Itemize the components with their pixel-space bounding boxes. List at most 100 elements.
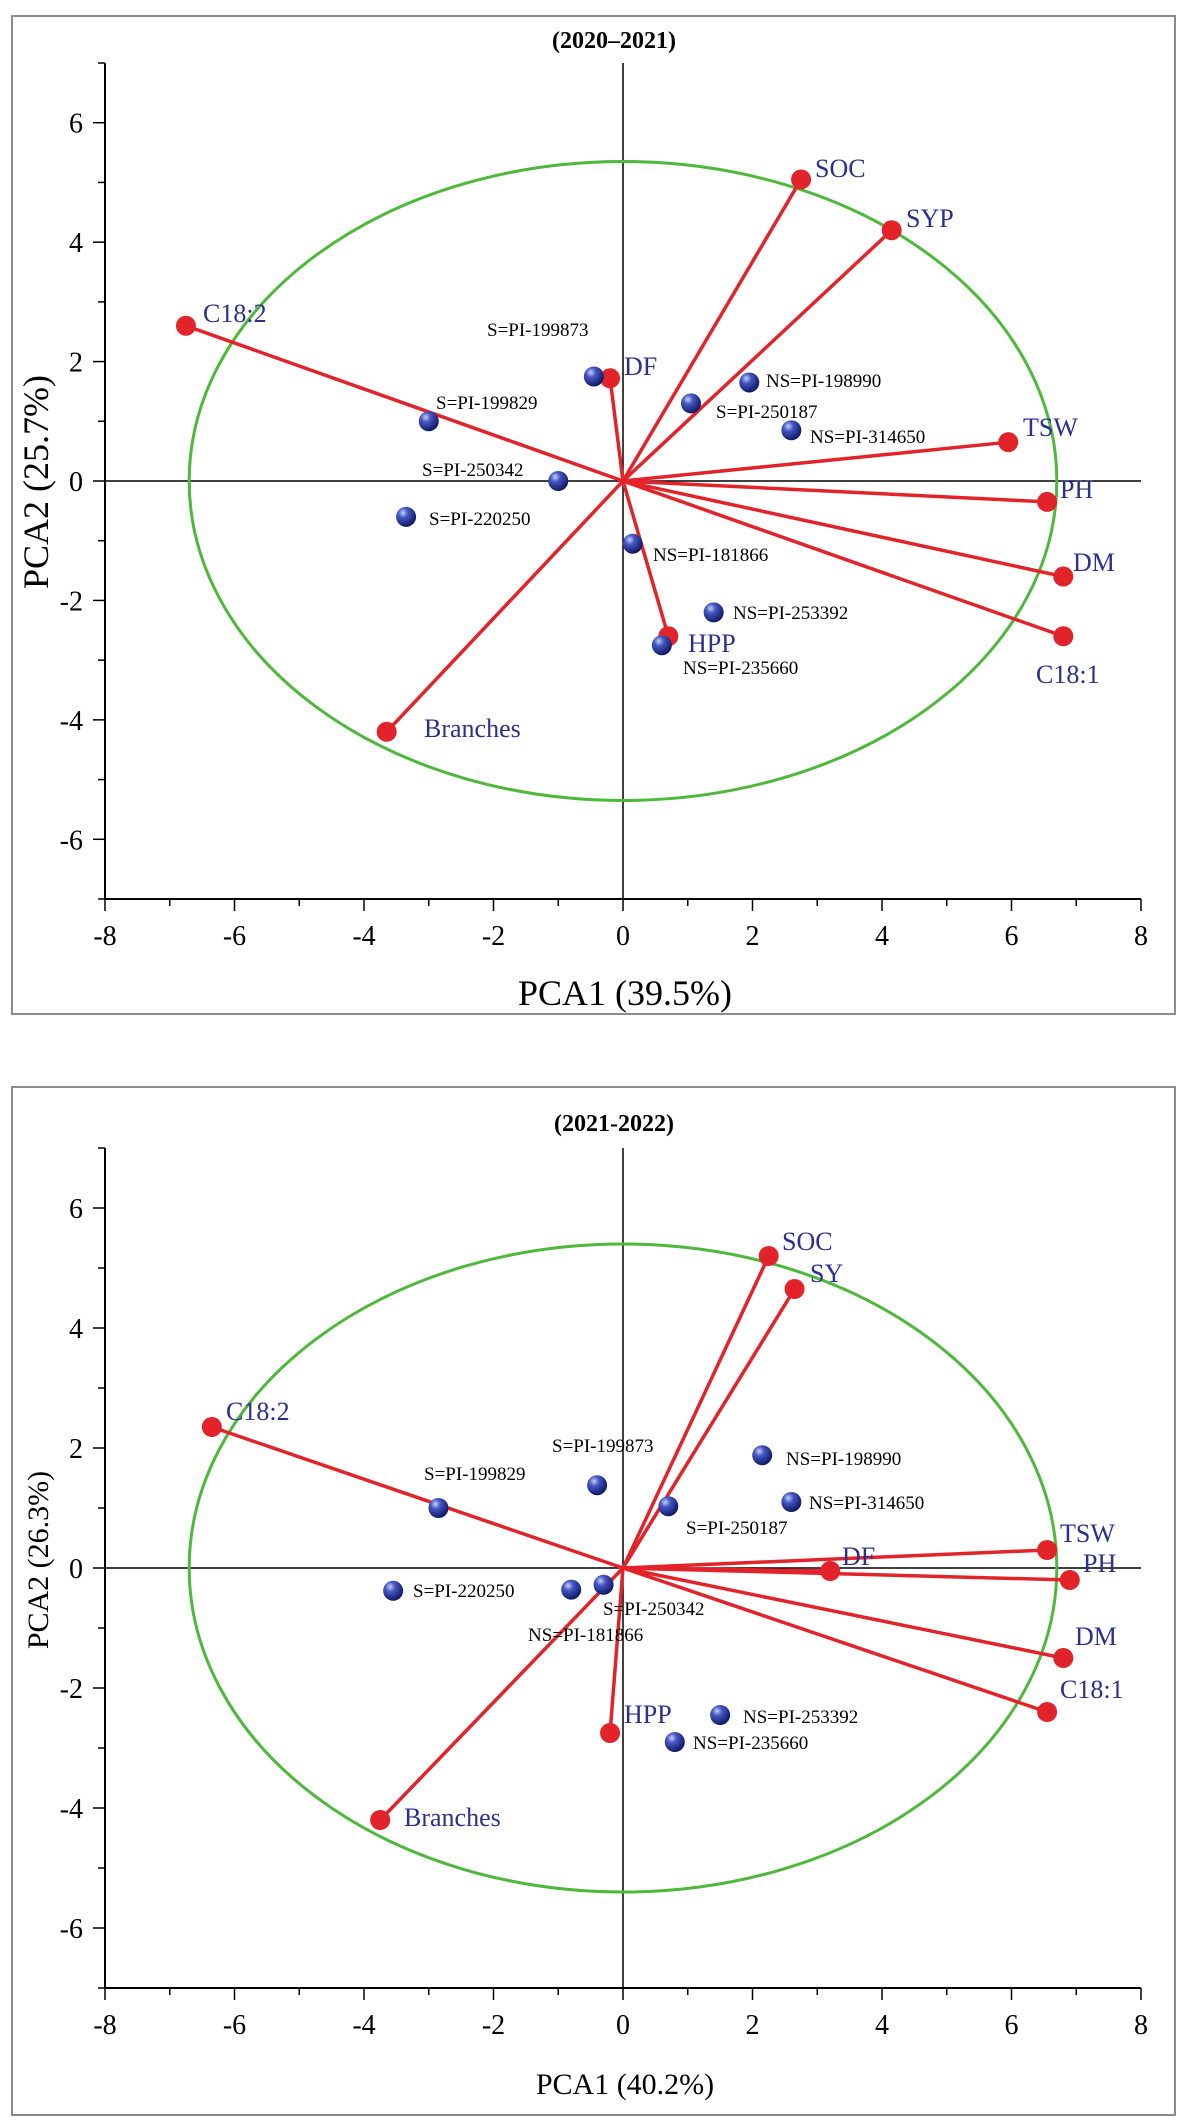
genotype-label: S=PI-199873 (487, 320, 589, 341)
variable-label: C18:2 (203, 299, 267, 328)
variable-label: DM (1075, 1622, 1117, 1651)
vector-sy (621, 1288, 797, 1569)
correlation-circle (187, 160, 1059, 802)
variable-label: SYP (906, 204, 954, 233)
genotype-point (781, 1492, 802, 1512)
x-tick-label: -4 (352, 2010, 375, 2041)
variable-label: DF (624, 352, 657, 381)
variable-point (1037, 491, 1058, 512)
genotype-point (658, 1496, 679, 1517)
y-tick-label: 6 (69, 1194, 83, 1225)
vector-ph (622, 479, 1048, 504)
genotype-point (418, 411, 439, 432)
vector-syp (621, 228, 893, 483)
y-tick-label: 2 (69, 348, 83, 379)
y-tick-label: -4 (60, 706, 83, 737)
genotype-point (622, 533, 643, 554)
x-tick-label: 2 (746, 921, 760, 952)
x-tick-label: 4 (875, 921, 889, 952)
genotype-point (548, 471, 569, 491)
y-tick-label: -2 (60, 586, 83, 617)
y-tick-label: -4 (60, 1794, 83, 1825)
genotype-point (383, 1580, 404, 1601)
genotype-point (561, 1579, 582, 1600)
variable-label: Branches (424, 714, 521, 743)
variable-point (1053, 626, 1074, 647)
x-tick-label: -2 (482, 2010, 505, 2041)
vector-hpp (621, 480, 671, 637)
variable-point (758, 1246, 779, 1266)
variable-labels: SOC SYP C18:2 DF TSW PH DM C18:1 HPP Bra… (203, 154, 1115, 743)
vector-tsw (622, 440, 1009, 483)
variable-point (175, 315, 196, 336)
variable-point (820, 1561, 841, 1581)
genotype-point (781, 420, 802, 441)
genotype-label: S=PI-199829 (436, 393, 538, 414)
x-tick-label: -4 (352, 921, 375, 952)
genotype-point (428, 1498, 449, 1518)
vector-soc (621, 178, 803, 482)
genotype-label: NS=PI-253392 (733, 603, 848, 624)
variable-label: TSW (1023, 413, 1078, 442)
genotype-label: NS=PI-198990 (786, 1449, 901, 1470)
genotype-label: S=PI-199829 (424, 1464, 526, 1485)
genotype-label: S=PI-250187 (686, 1518, 788, 1539)
pca-panel-2020-2021: (2020–2021) -8 -6 -4 -2 0 2 4 6 8 -6 -4 -2 0 2 4 6 SOC … (11, 15, 1176, 1015)
genotype-point (739, 372, 760, 393)
genotype-label: NS=PI-314650 (810, 427, 925, 448)
y-tick-label: 0 (69, 1554, 83, 1585)
x-tick-label: 2 (746, 2010, 760, 2041)
genotype-label: NS=PI-181866 (528, 1625, 643, 1646)
variable-point (370, 1810, 391, 1830)
vector-hpp (608, 1567, 625, 1734)
genotype-label: NS=PI-198990 (766, 371, 881, 392)
x-tick-label: -8 (93, 921, 116, 952)
correlation-circle (187, 1242, 1059, 1894)
genotype-label: NS=PI-314650 (809, 1493, 924, 1514)
x-tick-label: 6 (1005, 2010, 1019, 2041)
vector-soc (621, 1255, 771, 1569)
loading-vectors (201, 1246, 1080, 1830)
x-tick-label: 4 (875, 2010, 889, 2041)
pca-panel-2021-2022: (2021-2022) -8 -6 -4 -2 0 2 4 6 8 -6 -4 -2 0 2 4 6 SOC … (11, 1086, 1176, 2116)
genotype-label: S=PI-250187 (716, 402, 818, 423)
genotype-label: S=PI-220250 (429, 509, 531, 530)
genotype-point (664, 1732, 685, 1752)
vector-c18-1 (622, 479, 1064, 638)
variable-point (1053, 1648, 1074, 1668)
x-tick-label: -6 (223, 921, 246, 952)
y-tick-label: 2 (69, 1434, 83, 1465)
variable-point (1059, 1570, 1080, 1590)
y-tick-label: 4 (69, 228, 83, 259)
variable-label: C18:1 (1036, 660, 1100, 689)
genotype-point (587, 1475, 608, 1496)
loading-vectors (175, 169, 1074, 742)
y-axis-title: PCA2 (26.3%) (22, 1471, 55, 1649)
genotype-label: S=PI-199873 (552, 1436, 654, 1457)
genotype-label: NS=PI-235660 (683, 658, 798, 679)
genotype-point (651, 635, 672, 656)
x-tick-label: -2 (482, 921, 505, 952)
variable-label: C18:1 (1060, 1675, 1124, 1704)
tick-group: -8 -6 -4 -2 0 2 4 6 8 -6 -4 -2 0 2 4 6 (60, 1147, 1148, 2041)
x-tick-label: 0 (616, 2010, 630, 2041)
variable-point (881, 220, 902, 241)
variable-point (1037, 1702, 1058, 1722)
genotype-labels: S=PI-199873 NS=PI-198990 NS=PI-314650 S=… (413, 1436, 924, 1754)
vector-branches (378, 1566, 625, 1822)
genotype-label: NS=PI-253392 (743, 1707, 858, 1728)
genotype-point (583, 366, 604, 387)
y-axis-title: PCA2 (25.7%) (16, 375, 56, 589)
genotype-label: NS=PI-181866 (653, 545, 768, 566)
variable-labels: SOC SY C18:2 DF TSW PH DM C18:1 HPP Bran… (226, 1227, 1124, 1832)
variable-point (784, 1279, 805, 1299)
x-tick-label: 8 (1134, 921, 1148, 952)
vector-branches (385, 479, 625, 734)
genotype-point (396, 506, 417, 527)
tick-group: -8 -6 -4 -2 0 2 4 6 8 -6 -4 -2 0 2 4 6 (60, 62, 1148, 952)
genotype-points (383, 1445, 802, 1752)
y-tick-label: 6 (69, 109, 83, 140)
variable-point (998, 432, 1019, 453)
variable-label: DF (842, 1542, 875, 1571)
